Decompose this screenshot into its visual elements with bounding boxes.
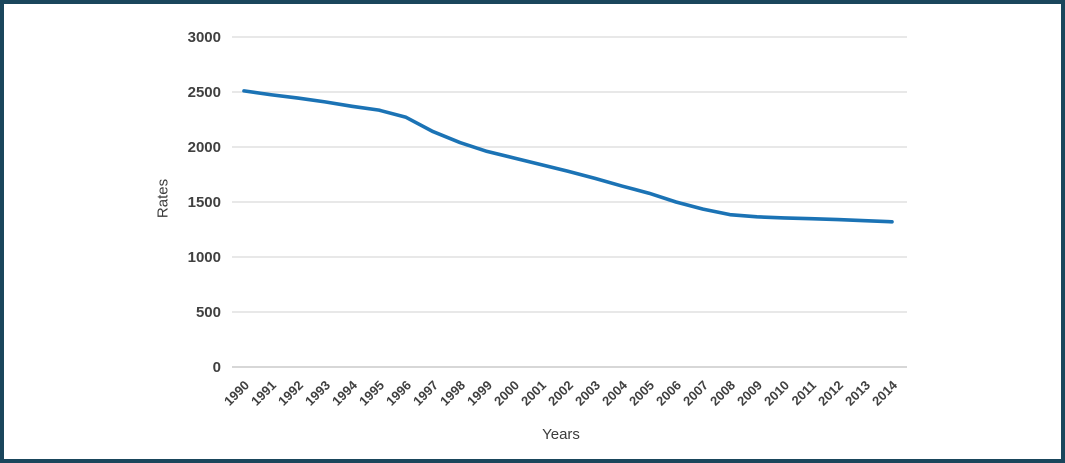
x-tick-label: 2007 xyxy=(680,378,711,409)
y-tick-label: 0 xyxy=(213,359,221,376)
x-tick-label: 2011 xyxy=(789,378,820,409)
x-tick-label: 2006 xyxy=(653,378,684,409)
x-tick-label: 1993 xyxy=(302,378,333,409)
x-tick-label: 1990 xyxy=(221,378,252,409)
x-tick-label: 2004 xyxy=(599,377,631,409)
y-tick-label: 1000 xyxy=(188,249,221,266)
line-chart: 0 500 1000 1500 2000 2500 3000 1990199119921993… xyxy=(188,29,907,409)
y-tick-label: 2500 xyxy=(188,84,221,101)
x-tick-label: 1998 xyxy=(437,378,468,409)
x-tick-label: 2001 xyxy=(518,378,549,409)
y-tick-label: 3000 xyxy=(188,29,221,46)
x-tick-label: 2012 xyxy=(815,378,846,409)
x-tick-label: 1999 xyxy=(464,378,495,409)
x-tick-label: 2000 xyxy=(491,378,522,409)
x-tick-label: 2003 xyxy=(572,378,603,409)
x-tick-label: 2002 xyxy=(545,378,576,409)
y-tick-label: 500 xyxy=(196,304,221,321)
x-tick-label: 1994 xyxy=(329,377,361,409)
y-tick-label: 1500 xyxy=(188,194,221,211)
x-tick-label: 2005 xyxy=(626,378,657,409)
x-tick-label: 1996 xyxy=(383,378,414,409)
x-tick-label: 1997 xyxy=(410,378,441,409)
x-tick-label: 1992 xyxy=(275,378,306,409)
y-tick-label: 2000 xyxy=(188,139,221,156)
x-tick-label: 2013 xyxy=(842,378,873,409)
x-tick-label: 2010 xyxy=(761,378,792,409)
y-axis-title: Rates xyxy=(154,178,172,219)
x-tick-label: 1995 xyxy=(356,378,387,409)
x-tick-label: 2008 xyxy=(707,378,738,409)
data-line-rates xyxy=(242,89,894,224)
x-axis-title: Years xyxy=(542,426,580,443)
x-tick-label: 2014 xyxy=(869,377,901,409)
x-tick-label: 1991 xyxy=(248,378,279,409)
x-tick-label: 2009 xyxy=(734,378,765,409)
